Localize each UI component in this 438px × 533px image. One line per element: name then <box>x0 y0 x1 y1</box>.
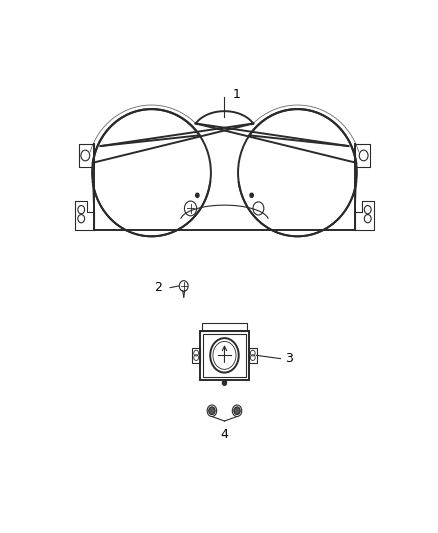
Circle shape <box>196 193 199 197</box>
Bar <box>200 330 249 380</box>
Circle shape <box>250 193 253 197</box>
Text: 3: 3 <box>286 352 293 365</box>
Circle shape <box>223 381 226 385</box>
Bar <box>249 348 257 362</box>
Circle shape <box>234 407 240 415</box>
Bar <box>192 348 200 362</box>
Circle shape <box>209 407 215 415</box>
Text: 1: 1 <box>233 88 241 101</box>
Text: 2: 2 <box>154 281 162 294</box>
Bar <box>203 334 246 377</box>
Bar <box>201 324 247 330</box>
Text: 4: 4 <box>221 427 228 441</box>
